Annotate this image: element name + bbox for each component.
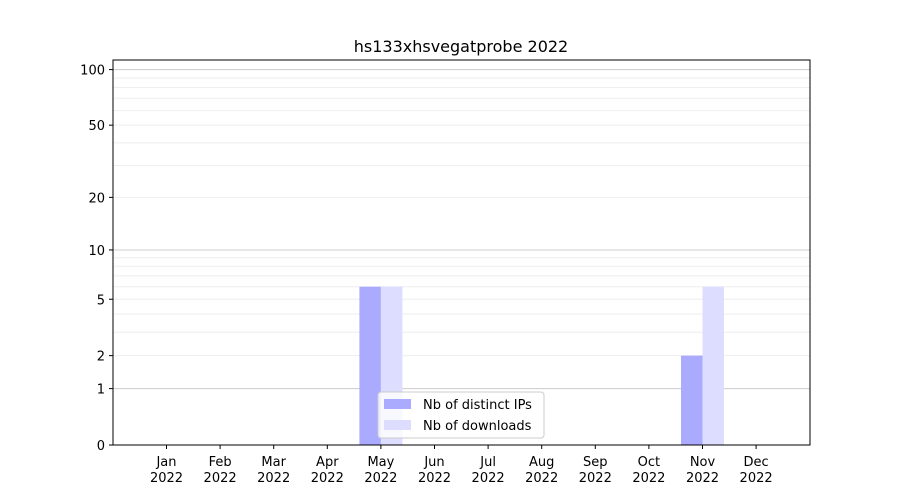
bar-distinct-ips — [359, 286, 381, 445]
x-tick-label: Apr 2022 — [311, 455, 344, 486]
bar-distinct-ips — [681, 355, 703, 445]
legend-label-ips: Nb of distinct IPs — [423, 398, 532, 413]
y-tick-label: 5 — [97, 293, 105, 308]
y-tick-label: 0 — [97, 439, 105, 454]
x-tick-label: May 2022 — [364, 455, 397, 486]
x-tick-label: Nov 2022 — [686, 455, 719, 486]
x-tick-label: Jul 2022 — [472, 455, 505, 486]
x-tick-label: Feb 2022 — [204, 455, 237, 486]
legend-swatch-ips — [384, 399, 411, 409]
y-tick-label: 100 — [80, 64, 105, 79]
chart-title: hs133xhsvegatprobe 2022 — [354, 37, 568, 56]
y-tick-label: 20 — [88, 191, 105, 206]
y-tick-label: 50 — [88, 119, 105, 134]
x-tick-label: Aug 2022 — [525, 455, 558, 486]
bar-downloads — [702, 286, 724, 445]
x-tick-label: Oct 2022 — [632, 455, 665, 486]
plot-frame — [112, 59, 811, 446]
x-tick-label: Sep 2022 — [579, 455, 612, 486]
legend-label-downloads: Nb of downloads — [423, 419, 532, 434]
legend-swatch-downloads — [384, 420, 411, 430]
x-tick-label: Dec 2022 — [740, 455, 773, 486]
x-tick-label: Mar 2022 — [257, 455, 290, 486]
y-tick-label: 2 — [97, 350, 105, 365]
y-tick-label: 1 — [97, 383, 105, 398]
legend: Nb of distinct IPs Nb of downloads — [377, 391, 545, 439]
y-tick-label: 10 — [88, 244, 105, 259]
x-tick-label: Jan 2022 — [150, 455, 183, 486]
x-tick-label: Jun 2022 — [418, 455, 451, 486]
